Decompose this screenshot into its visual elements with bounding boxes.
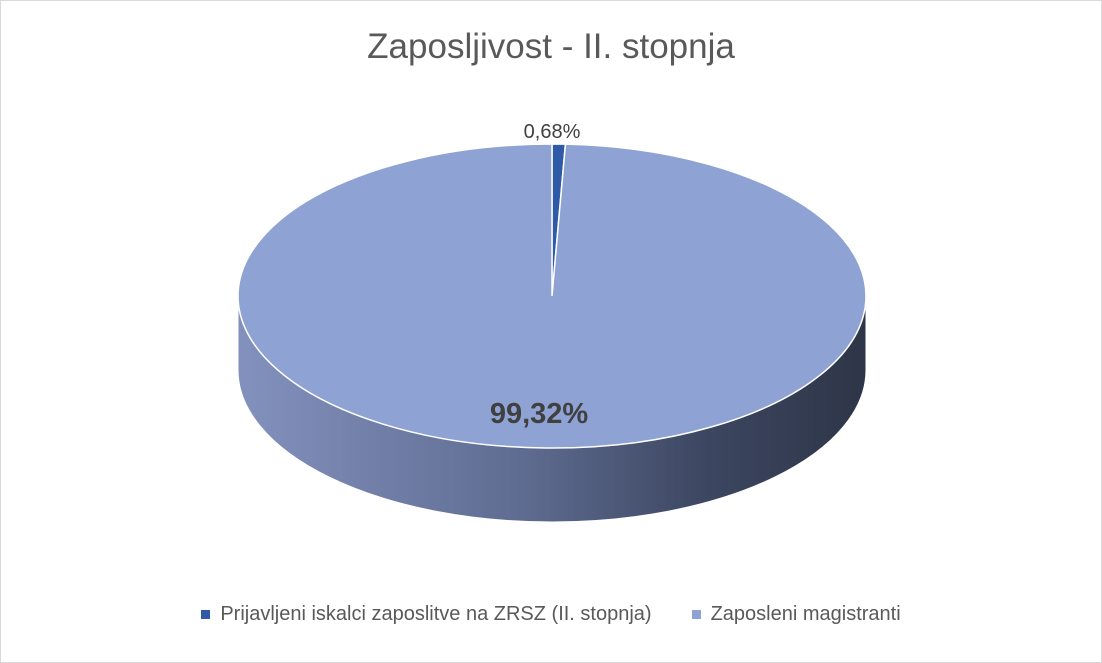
legend-label-prijavljeni: Prijavljeni iskalci zaposlitve na ZRSZ (…: [220, 603, 652, 625]
legend-entry-zaposleni: Zaposleni magistranti: [691, 603, 901, 626]
pie-slice-1: [237, 143, 867, 449]
legend: Prijavljeni iskalci zaposlitve na ZRSZ (…: [1, 603, 1101, 626]
data-label-prijavljeni: 0,68%: [524, 121, 581, 143]
legend-swatch-prijavljeni: [201, 610, 211, 619]
legend-entry-prijavljeni: Prijavljeni iskalci zaposlitve na ZRSZ (…: [201, 603, 652, 626]
chart-title: Zaposljivost - II. stopnja: [367, 27, 735, 66]
legend-swatch-zaposleni: [691, 610, 701, 619]
data-label-zaposleni: 99,32%: [490, 398, 589, 430]
legend-label-zaposleni: Zaposleni magistranti: [710, 603, 901, 625]
